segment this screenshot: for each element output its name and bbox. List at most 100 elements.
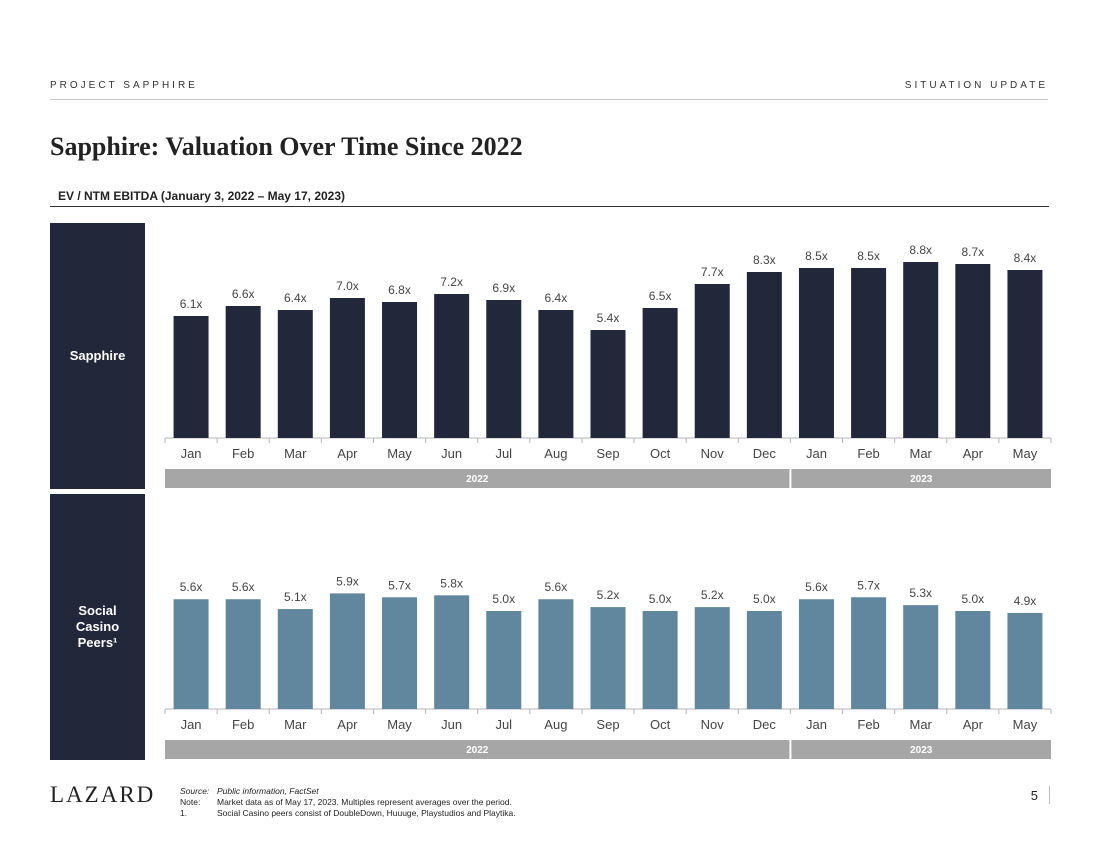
social-casino-peers-data-label: 5.8x (440, 576, 463, 590)
footnote-note-text: Market data as of May 17, 2023. Multiple… (217, 797, 512, 807)
sapphire-tick-label: Oct (650, 446, 671, 461)
social-casino-peers-data-label: 5.0x (961, 592, 984, 606)
sapphire-tick-label: Sep (596, 446, 619, 461)
sapphire-data-label: 8.8x (909, 243, 932, 257)
social-casino-peers-bar (486, 611, 522, 709)
sapphire-year-label: 2022 (466, 474, 489, 485)
sapphire-tick-label: Apr (963, 446, 984, 461)
sapphire-tick-label: Feb (857, 446, 879, 461)
social-casino-peers-tick-label: May (1013, 717, 1038, 732)
sapphire-tick-label: May (387, 446, 412, 461)
social-casino-peers-bar (851, 597, 887, 709)
footnote-1: 1. Social Casino peers consist of Double… (180, 808, 516, 819)
social-casino-peers-tick-label: May (387, 717, 412, 732)
sapphire-bar (746, 272, 782, 438)
social-casino-peers-data-label: 5.6x (232, 580, 255, 594)
sapphire-data-label: 7.2x (440, 275, 463, 289)
social-casino-peers-tick-label: Oct (650, 717, 671, 732)
footnote-1-key: 1. (180, 808, 188, 818)
social-casino-peers-tick-label: Nov (701, 717, 725, 732)
sapphire-bar (329, 298, 365, 438)
social-casino-peers-bar (746, 611, 782, 709)
social-casino-peers-year-band (165, 740, 790, 759)
footnote-note: Note: Market data as of May 17, 2023. Mu… (180, 797, 516, 808)
social-casino-peers-tick-label: Feb (232, 717, 254, 732)
social-casino-peers-year-label: 2023 (910, 745, 933, 756)
sapphire-tick-label: Mar (284, 446, 307, 461)
social-casino-peers-data-label: 5.0x (753, 592, 776, 606)
social-casino-peers-data-label: 5.2x (597, 588, 620, 602)
social-casino-peers-data-label: 5.1x (284, 590, 307, 604)
social-casino-peers-data-label: 5.7x (857, 578, 880, 592)
social-casino-peers-data-label: 5.7x (388, 578, 411, 592)
sapphire-bar (486, 300, 522, 438)
sapphire-tick-label: Jun (441, 446, 462, 461)
social-casino-peers-bar (590, 607, 626, 709)
social-casino-peers-tick-label: Jan (181, 717, 202, 732)
social-casino-peers-tick-label: Jun (441, 717, 462, 732)
sapphire-tick-label: Mar (910, 446, 933, 461)
sapphire-tick-label: Dec (753, 446, 777, 461)
page-number-divider (1049, 786, 1050, 804)
sapphire-data-label: 6.8x (388, 283, 411, 297)
sapphire-tick-label: Jan (806, 446, 827, 461)
lazard-logo: LAZARD (50, 782, 156, 807)
sapphire-bar (382, 302, 418, 438)
sapphire-data-label: 6.4x (284, 291, 307, 305)
peers-label-line-3: Peers¹ (77, 635, 118, 651)
sapphire-data-label: 8.4x (1014, 251, 1037, 265)
social-casino-peers-data-label: 5.0x (649, 592, 672, 606)
sapphire-data-label: 6.9x (492, 281, 515, 295)
social-casino-peers-data-label: 5.3x (909, 586, 932, 600)
footnote-1-text: Social Casino peers consist of DoubleDow… (217, 808, 516, 818)
footnote-source: Source: Public information, FactSet (180, 786, 516, 797)
sapphire-year-band (791, 469, 1051, 488)
subtitle-divider (50, 206, 1049, 207)
sapphire-bar (955, 264, 991, 438)
sapphire-data-label: 8.5x (857, 249, 880, 263)
sapphire-bar (590, 330, 626, 438)
social-casino-peers-bar (798, 599, 834, 709)
sapphire-tick-label: Nov (701, 446, 725, 461)
sapphire-bar (798, 268, 834, 438)
sapphire-bar (277, 310, 313, 438)
page-number: 5 (1030, 788, 1038, 803)
sapphire-data-label: 6.4x (545, 291, 568, 305)
sapphire-year-band (165, 469, 790, 488)
sapphire-bar (694, 284, 730, 438)
footnote-source-text: Public information, FactSet (217, 786, 319, 796)
social-casino-peers-bar (694, 607, 730, 709)
social-casino-peers-bar (329, 593, 365, 709)
sapphire-tick-label: Aug (544, 446, 567, 461)
header-project-name: PROJECT SAPPHIRE (50, 80, 198, 91)
social-casino-peers-tick-label: Sep (596, 717, 619, 732)
sapphire-bar (225, 306, 261, 438)
social-casino-peers-tick-label: Jul (495, 717, 512, 732)
social-casino-peers-tick-label: Dec (753, 717, 777, 732)
sapphire-tick-label: Apr (337, 446, 358, 461)
sapphire-bar (1007, 270, 1043, 438)
footnote-note-key: Note: (180, 797, 201, 807)
social-casino-peers-tick-label: Mar (910, 717, 933, 732)
sapphire-tick-label: Feb (232, 446, 254, 461)
sapphire-bar (434, 294, 470, 438)
sapphire-data-label: 6.5x (649, 289, 672, 303)
social-casino-peers-bar (277, 609, 313, 709)
social-casino-peers-bar (903, 605, 939, 709)
sapphire-bar (851, 268, 887, 438)
social-casino-peers-tick-label: Jan (806, 717, 827, 732)
chart-subtitle: EV / NTM EBITDA (January 3, 2022 – May 1… (58, 189, 346, 203)
sapphire-tick-label: May (1013, 446, 1038, 461)
page-title: Sapphire: Valuation Over Time Since 2022 (50, 132, 523, 161)
sapphire-bar (903, 262, 939, 438)
social-casino-peers-bar (642, 611, 678, 709)
social-casino-peers-year-label: 2022 (466, 745, 489, 756)
sapphire-tick-label: Jul (495, 446, 512, 461)
social-casino-peers-bar (1007, 612, 1043, 709)
social-casino-peers-tick-label: Feb (857, 717, 879, 732)
footnote-source-key: Source: (180, 786, 210, 796)
social-casino-peers-year-band (791, 740, 1051, 759)
peers-label-line-2: Casino (75, 618, 120, 634)
panel-label-peers-text: Social Casino Peers¹ (76, 603, 119, 652)
